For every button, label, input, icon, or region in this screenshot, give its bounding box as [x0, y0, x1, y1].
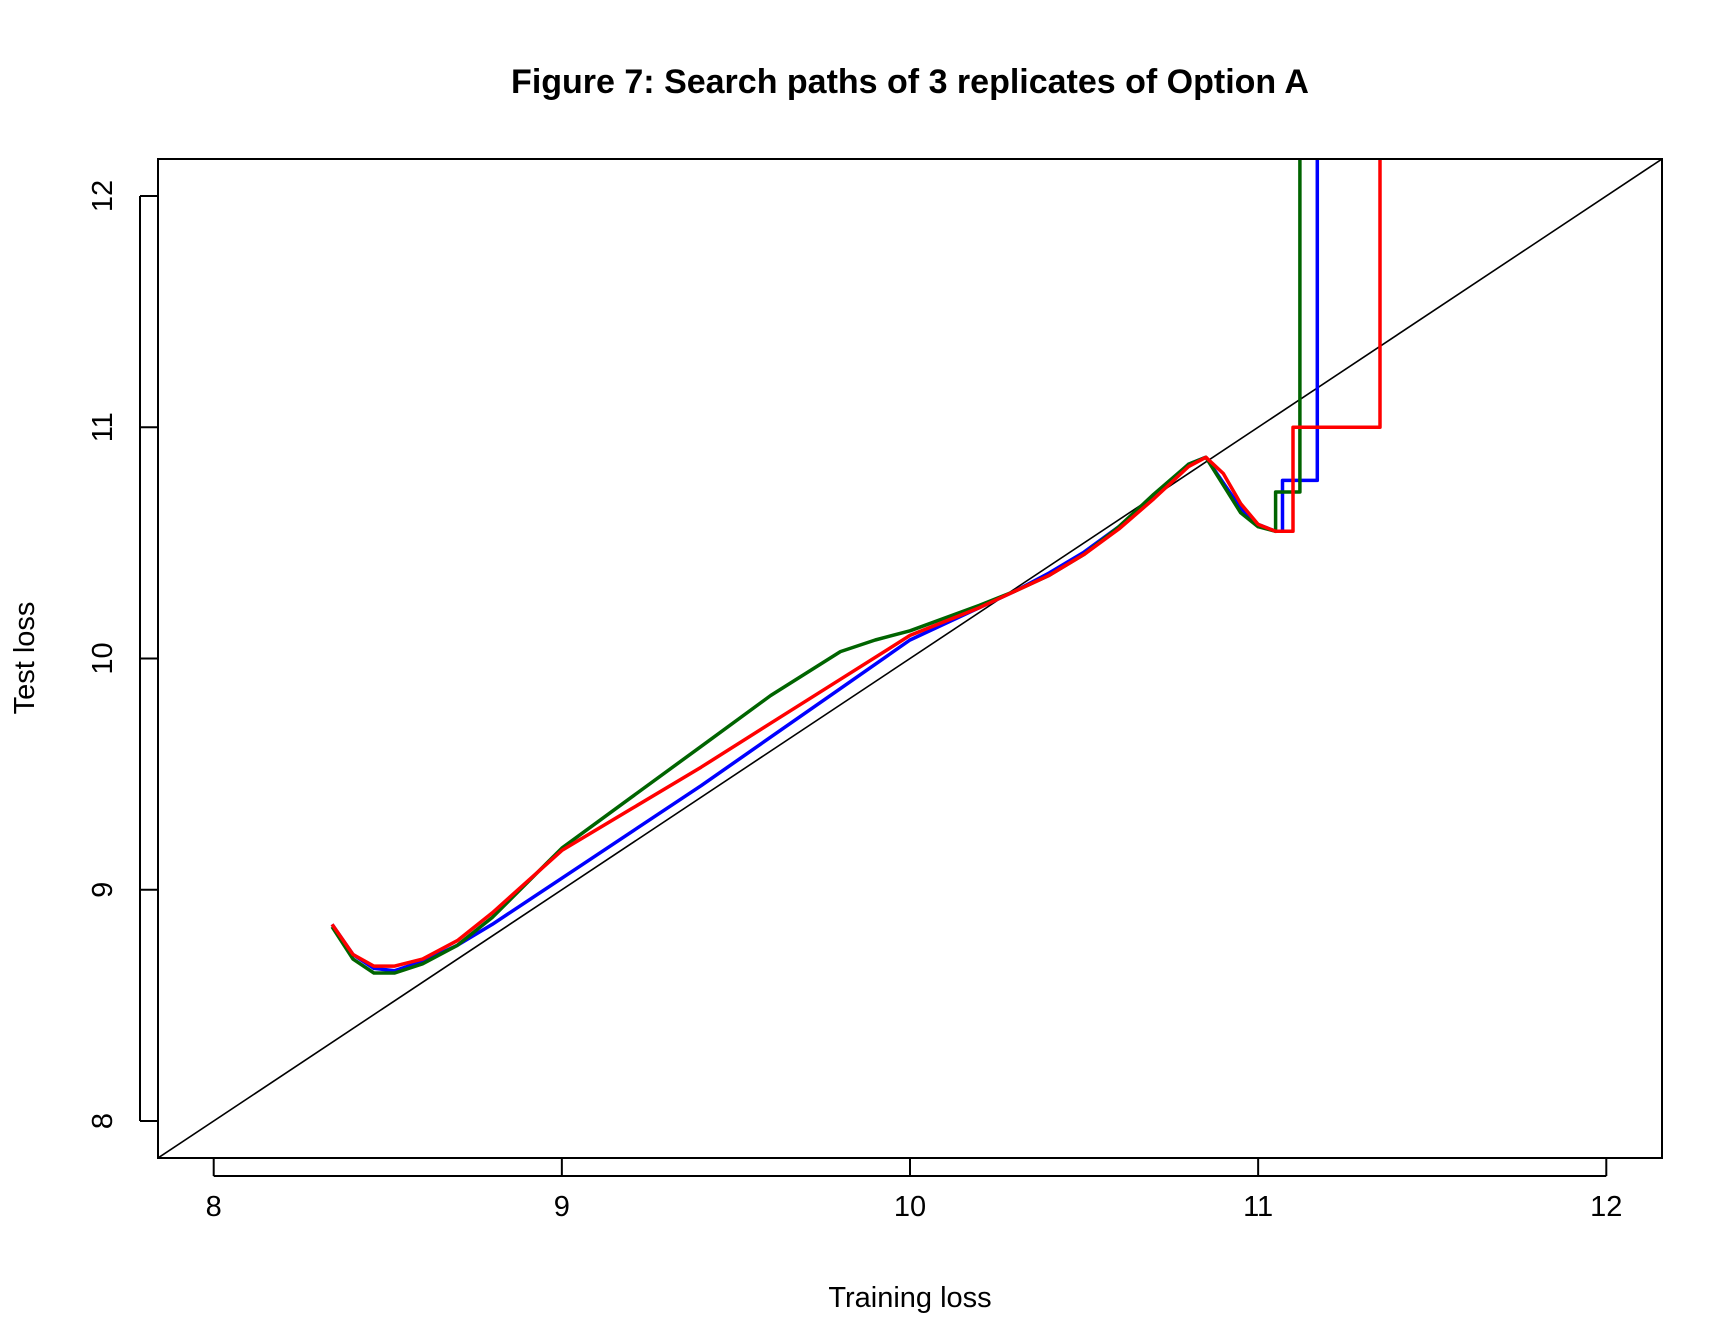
plot-frame	[157, 158, 1663, 1159]
chart-title: Figure 7: Search paths of 3 replicates o…	[511, 63, 1309, 101]
y-tick-label: 12	[87, 180, 119, 212]
series-line-3	[330, 159, 1382, 968]
y-tick-label: 10	[87, 642, 119, 674]
y-tick-label: 11	[87, 412, 119, 442]
x-tick-label: 11	[1243, 1191, 1273, 1223]
plot-area	[158, 159, 1662, 1158]
x-tick-label: 12	[1590, 1191, 1622, 1223]
x-axis: 8 9 10 11 12	[206, 1158, 1622, 1223]
x-tick-label: 8	[206, 1191, 222, 1223]
series-line-2	[330, 159, 1302, 975]
x-tick-label: 10	[894, 1191, 926, 1223]
x-axis-label: Training loss	[828, 1282, 991, 1314]
identity-reference-line	[158, 159, 1662, 1158]
y-tick-label: 9	[87, 882, 119, 898]
y-axis: 8 9 10 11 12	[87, 180, 158, 1129]
y-axis-label: Test loss	[9, 602, 41, 715]
y-tick-label: 8	[87, 1113, 119, 1129]
series-line-1	[330, 159, 1320, 973]
x-tick-label: 9	[554, 1191, 570, 1223]
